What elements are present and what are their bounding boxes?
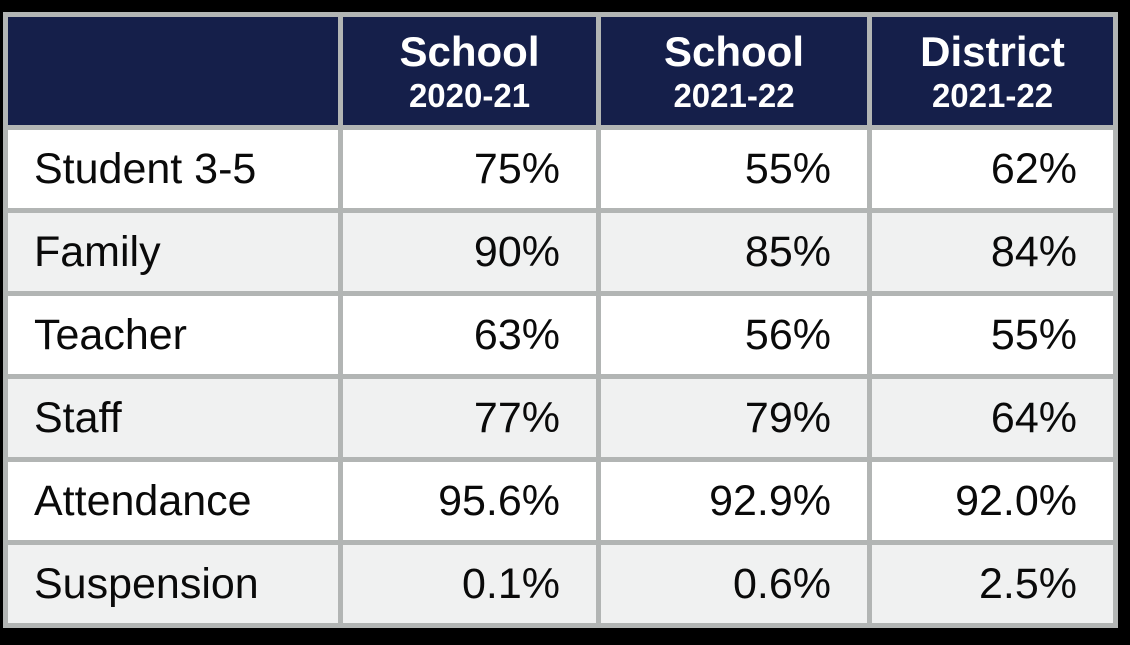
column-header-cell: School 2020-21 bbox=[343, 17, 596, 125]
value-cell: 79% bbox=[601, 379, 867, 457]
value-cell: 64% bbox=[872, 379, 1113, 457]
row-label-cell: Student 3-5 bbox=[8, 130, 338, 208]
value-cell: 75% bbox=[343, 130, 596, 208]
column-header-cell: School 2021-22 bbox=[601, 17, 867, 125]
table-row: Attendance 95.6% 92.9% 92.0% bbox=[8, 462, 1113, 540]
metrics-table: School 2020-21 School 2021-22 District 2021-2… bbox=[3, 12, 1118, 628]
column-header-cell: District 2021-22 bbox=[872, 17, 1113, 125]
column-header-title: District bbox=[920, 27, 1065, 75]
column-header-title: School bbox=[399, 27, 540, 75]
value-cell: 85% bbox=[601, 213, 867, 291]
row-label-cell: Attendance bbox=[8, 462, 338, 540]
row-label-cell: Family bbox=[8, 213, 338, 291]
table-row: Student 3-5 75% 55% 62% bbox=[8, 130, 1113, 208]
value-cell: 0.6% bbox=[601, 545, 867, 623]
value-cell: 77% bbox=[343, 379, 596, 457]
value-cell: 95.6% bbox=[343, 462, 596, 540]
column-header-subtitle: 2020-21 bbox=[408, 77, 531, 115]
header-row: School 2020-21 School 2021-22 District 2021-2… bbox=[8, 17, 1113, 125]
corner-header-cell bbox=[8, 17, 338, 125]
value-cell: 55% bbox=[601, 130, 867, 208]
column-header-title: School bbox=[663, 27, 804, 75]
table-row: Suspension 0.1% 0.6% 2.5% bbox=[8, 545, 1113, 623]
table-body: Student 3-5 75% 55% 62% Family 90% 85% 84% Teach… bbox=[8, 130, 1113, 623]
table-header: School 2020-21 School 2021-22 District 2021-2… bbox=[8, 17, 1113, 125]
value-cell: 84% bbox=[872, 213, 1113, 291]
column-header-subtitle: 2021-22 bbox=[673, 77, 795, 115]
table-row: Staff 77% 79% 64% bbox=[8, 379, 1113, 457]
row-label-cell: Suspension bbox=[8, 545, 338, 623]
value-cell: 90% bbox=[343, 213, 596, 291]
value-cell: 55% bbox=[872, 296, 1113, 374]
table-row: Teacher 63% 56% 55% bbox=[8, 296, 1113, 374]
value-cell: 63% bbox=[343, 296, 596, 374]
value-cell: 56% bbox=[601, 296, 867, 374]
row-label-cell: Teacher bbox=[8, 296, 338, 374]
table-row: Family 90% 85% 84% bbox=[8, 213, 1113, 291]
column-header-subtitle: 2021-22 bbox=[931, 77, 1054, 115]
value-cell: 92.0% bbox=[872, 462, 1113, 540]
value-cell: 2.5% bbox=[872, 545, 1113, 623]
row-label-cell: Staff bbox=[8, 379, 338, 457]
value-cell: 0.1% bbox=[343, 545, 596, 623]
value-cell: 92.9% bbox=[601, 462, 867, 540]
value-cell: 62% bbox=[872, 130, 1113, 208]
